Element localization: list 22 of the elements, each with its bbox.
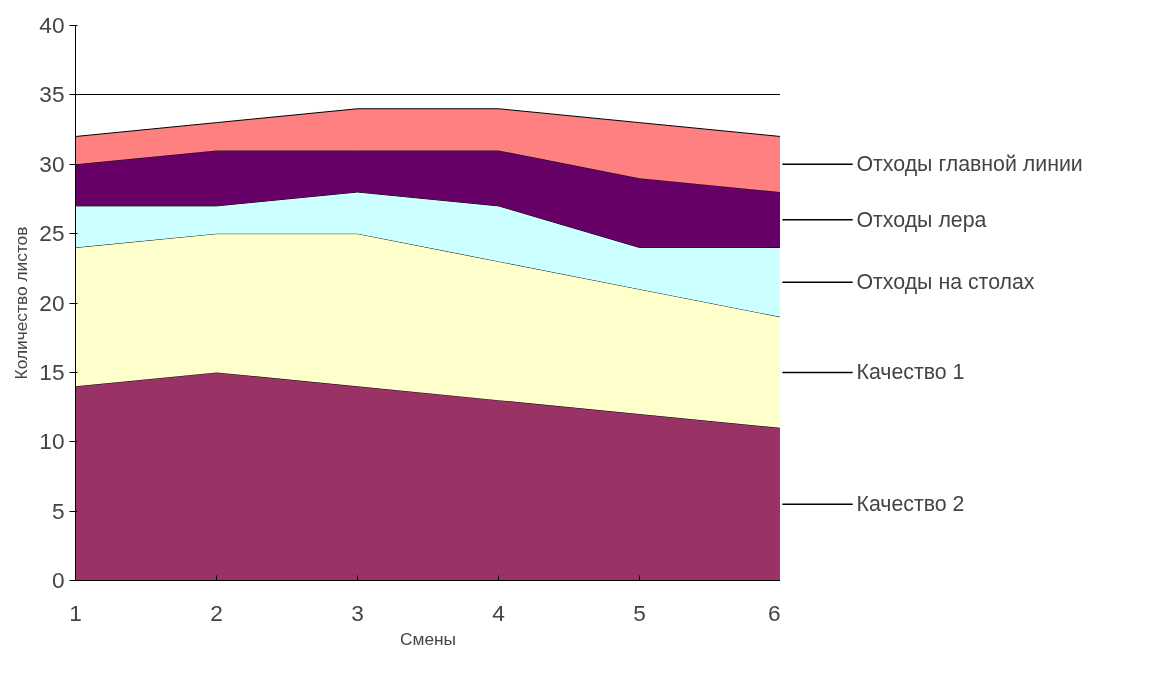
x-tick-label: 2: [210, 599, 223, 626]
x-tick-label: 6: [767, 599, 781, 626]
y-tick-label: 20: [39, 289, 65, 316]
x-tick-label: 4: [492, 599, 505, 626]
legend-label: Отходы на столах: [856, 270, 1035, 295]
x-tick-label: 5: [633, 599, 646, 626]
x-tick-label: 1: [69, 599, 82, 626]
y-tick-label: 10: [39, 428, 65, 455]
y-tick-label: 15: [39, 358, 65, 385]
x-tick-label: 3: [351, 599, 364, 626]
legend-label: Отходы главной линии: [856, 152, 1083, 177]
legend-label: Качество 2: [856, 492, 965, 517]
y-tick-label: 5: [51, 497, 65, 524]
y-tick-label: 25: [39, 220, 65, 247]
y-tick-label: 35: [39, 81, 65, 108]
legend-label: Отходы лера: [856, 207, 987, 232]
y-axis-title: Количество листов: [11, 226, 32, 380]
y-tick-label: 30: [39, 150, 65, 177]
legend-label: Качество 1: [856, 360, 965, 385]
y-tick-label: 0: [51, 567, 65, 593]
y-tick-label: 40: [39, 12, 65, 38]
x-axis-title: Смены: [399, 628, 457, 649]
